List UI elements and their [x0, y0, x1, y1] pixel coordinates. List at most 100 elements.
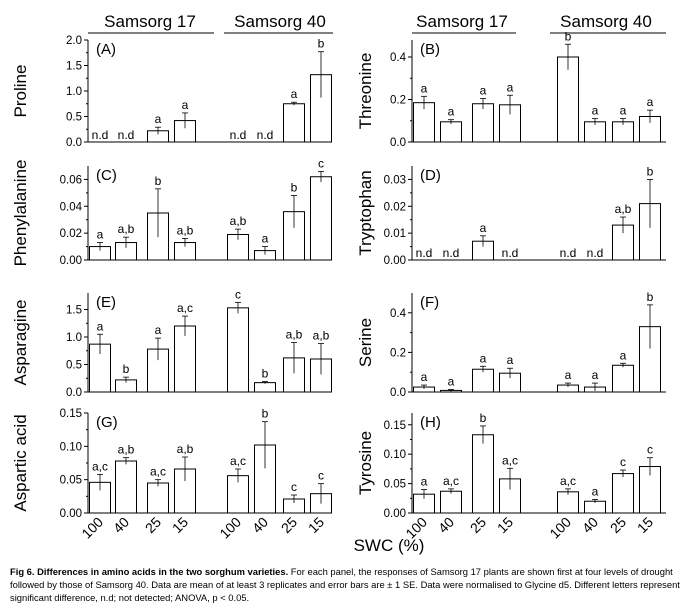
panel-letter: (E) — [96, 294, 116, 311]
x-tick-label: 40 — [110, 514, 132, 536]
bar — [440, 490, 462, 514]
not-detected-label: n.d — [443, 246, 460, 260]
significance-label: a — [480, 83, 487, 97]
x-tick-label: 15 — [634, 514, 656, 536]
y-tick-label: 0.0 — [390, 387, 406, 399]
significance-label: a,c — [443, 474, 459, 488]
significance-label: a,b — [615, 202, 632, 216]
panel-letter: (D) — [420, 167, 441, 184]
panel-letter: (H) — [420, 414, 441, 431]
significance-label: a,b — [286, 328, 303, 342]
y-tick-label: 0.05 — [60, 475, 82, 487]
y-tick-label: 0.00 — [60, 255, 82, 267]
significance-label: a — [480, 351, 487, 365]
not-detected-label: n.d — [502, 246, 519, 260]
significance-label: a — [507, 80, 514, 94]
y-tick-label: 1.0 — [66, 332, 82, 344]
y-tick-label: 0.02 — [384, 201, 406, 213]
significance-label: a,b — [177, 442, 194, 456]
x-tick-label: 40 — [579, 514, 601, 536]
significance-label: a — [480, 221, 487, 235]
x-tick-label: 25 — [142, 514, 164, 536]
panel-c: 0.00 0.02 0.04 0.06 Phenylalanine (C) a a,b b a,b… — [11, 156, 332, 267]
variety-header: Samsorg 40 — [234, 12, 326, 31]
significance-label: b — [565, 29, 572, 43]
significance-label: a,c — [92, 459, 108, 473]
significance-label: a — [97, 319, 104, 333]
not-detected-label: n.d — [92, 128, 109, 142]
significance-label: a — [507, 353, 514, 367]
significance-label: a — [291, 87, 298, 101]
not-detected-label: n.d — [230, 128, 247, 142]
panel-h: 0.00 0.05 0.10 0.15 Tyrosine (H) a a,c b a,c a,c a c… — [356, 411, 666, 520]
significance-label: a,c — [150, 465, 166, 479]
panel-f: 0.0 0.2 0.4 Serine (F) a a a a a a a b — [356, 290, 666, 399]
significance-label: a — [565, 368, 572, 382]
y-axis-label: Phenylalanine — [11, 160, 30, 267]
x-tick-label: 15 — [305, 514, 327, 536]
bar — [115, 460, 137, 514]
y-axis-label: Threonine — [356, 53, 375, 130]
variety-header: Samsorg 17 — [104, 12, 196, 31]
y-tick-label: 1.0 — [66, 86, 82, 98]
y-tick-label: 0.06 — [60, 174, 82, 186]
significance-label: a — [592, 368, 599, 382]
significance-label: a,b — [118, 222, 135, 236]
x-tick-label: 100 — [78, 514, 106, 542]
significance-label: b — [480, 411, 487, 425]
significance-label: a — [592, 484, 599, 498]
significance-label: a — [262, 232, 269, 246]
significance-label: a — [182, 98, 189, 112]
amino-acid-figure: Samsorg 17 Samsorg 40 Samsorg 17 Samsorg 40… — [11, 12, 666, 555]
panels: 0.0 0.5 1.0 1.5 2.0 Proline (A) n.d n.d a a n.d n.d a… — [11, 29, 666, 520]
caption-lead: Fig 6. Differences in amino acids in the… — [10, 566, 289, 577]
significance-label: b — [155, 174, 162, 188]
significance-label: a — [421, 81, 428, 95]
x-tick-label: 40 — [435, 514, 457, 536]
y-tick-label: 0.0 — [390, 137, 406, 149]
x-tick-label: 100 — [216, 514, 244, 542]
significance-label: a — [448, 105, 455, 119]
significance-label: a — [97, 228, 104, 242]
bar — [227, 307, 249, 393]
y-tick-label: 0.05 — [384, 479, 406, 491]
panel-letter: (A) — [96, 41, 116, 58]
significance-label: b — [318, 37, 325, 51]
significance-label: b — [291, 181, 298, 195]
y-tick-label: 0.5 — [66, 112, 82, 124]
significance-label: a,b — [313, 329, 330, 343]
bar — [612, 364, 634, 393]
significance-label: a — [155, 112, 162, 126]
panel-letter: (G) — [96, 414, 118, 431]
variety-header: Samsorg 40 — [560, 12, 652, 31]
significance-label: c — [318, 156, 324, 170]
y-tick-label: 0.0 — [66, 387, 82, 399]
significance-label: a — [421, 474, 428, 488]
not-detected-label: n.d — [560, 246, 577, 260]
x-tick-label: 15 — [494, 514, 516, 536]
significance-label: a — [592, 104, 599, 118]
figure-caption: Fig 6. Differences in amino acids in the… — [10, 565, 686, 605]
y-tick-label: 0.15 — [60, 408, 82, 420]
y-tick-label: 0.2 — [390, 347, 406, 359]
bar — [472, 368, 494, 393]
significance-label: c — [647, 443, 653, 457]
bar — [283, 103, 305, 143]
bar — [472, 434, 494, 514]
y-axis-label: Tryptophan — [356, 170, 375, 255]
significance-label: a,c — [502, 453, 518, 467]
bar — [612, 473, 634, 514]
x-tick-label: 25 — [278, 514, 300, 536]
bar — [310, 176, 332, 261]
significance-label: c — [291, 480, 297, 494]
y-tick-label: 0.10 — [60, 441, 82, 453]
significance-label: b — [262, 367, 269, 381]
panel-letter: (F) — [420, 294, 439, 311]
not-detected-label: n.d — [587, 246, 604, 260]
y-tick-label: 0.00 — [384, 508, 406, 520]
y-tick-label: 1.5 — [66, 305, 82, 317]
significance-label: a — [620, 104, 627, 118]
significance-label: a — [448, 374, 455, 388]
bar — [254, 382, 276, 393]
y-axis-label: Aspartic acid — [11, 414, 30, 511]
